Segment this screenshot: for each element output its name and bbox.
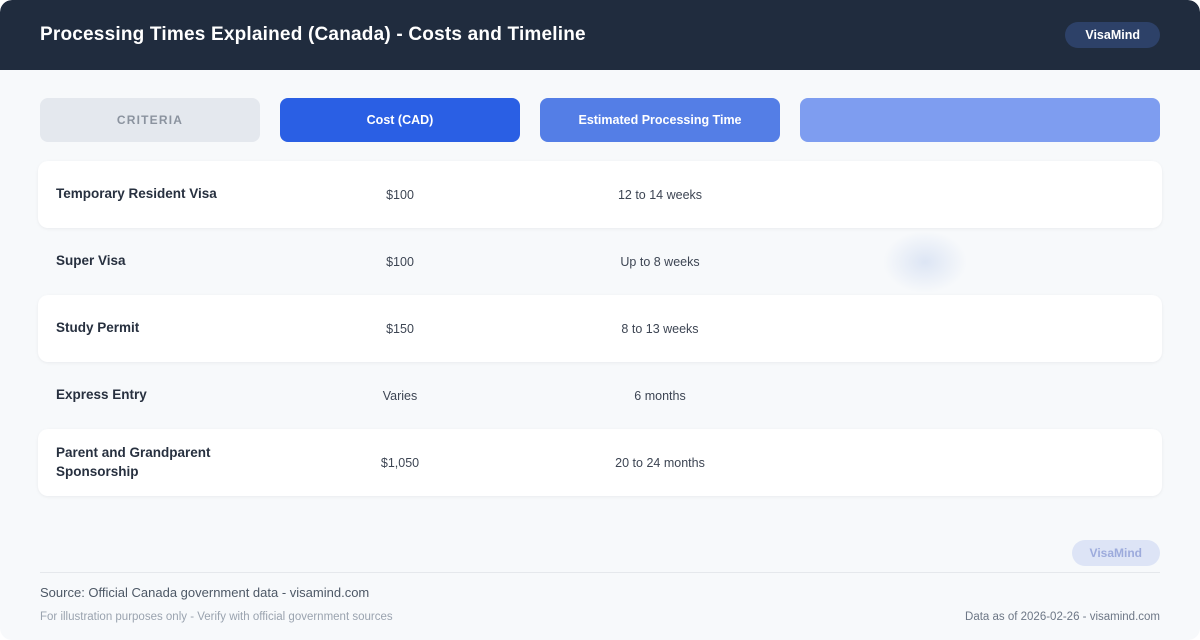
cost-cell: $100 (386, 254, 414, 269)
table-row: Parent and Grandparent Sponsorship $1,050… (38, 429, 1162, 496)
watermark-row: VisaMind (40, 540, 1160, 566)
time-cell: 8 to 13 weeks (621, 321, 699, 336)
criteria-cell: Parent and Grandparent Sponsorship (56, 445, 211, 479)
watermark-badge: VisaMind (1071, 540, 1160, 566)
time-cell: 6 months (634, 388, 686, 403)
footer: Source: Official Canada government data … (40, 572, 1160, 623)
time-cell: 12 to 14 weeks (617, 187, 703, 202)
criteria-cell: Express Entry (56, 387, 147, 403)
cost-cell: $1,050 (380, 455, 420, 470)
criteria-cell: Temporary Resident Visa (56, 186, 217, 202)
table-row: Temporary Resident Visa $100 12 to 14 week… (38, 161, 1162, 228)
column-header-cost-cad: Cost (CAD) (280, 98, 520, 142)
data-as-of-text: Data as of 2026-02-26 - visamind.com (965, 611, 1160, 623)
cost-cell: Varies (382, 388, 418, 403)
cost-cell: $150 (386, 321, 414, 336)
source-text: Source: Official Canada government data … (40, 585, 370, 600)
cost-cell: $100 (386, 187, 414, 202)
table-body: Temporary Resident Visa $100 12 to 14 week… (38, 161, 1162, 496)
header-bar: Processing Times Explained (Canada) - Co… (0, 0, 1200, 70)
time-cell: 20 to 24 months (615, 455, 705, 470)
table-row: Express Entry Varies 6 months (38, 362, 1162, 429)
brand-badge: VisaMind (1065, 21, 1160, 49)
disclaimer-text: For illustration purposes only - Verify … (40, 611, 393, 623)
column-header-estimated-processing-time: Estimated Processing Time (540, 98, 780, 142)
column-header-blank (800, 98, 1160, 142)
table-area: CRITERIA Cost (CAD) Estimated Processing T… (0, 98, 1200, 623)
decorative-circle (883, 231, 967, 293)
criteria-cell: Study Permit (56, 320, 140, 336)
time-cell: Up to 8 weeks (620, 254, 700, 269)
table-row: Super Visa $100 Up to 8 weeks (38, 228, 1162, 295)
page-title: Processing Times Explained (Canada) - Co… (40, 24, 586, 45)
criteria-cell: Super Visa (56, 253, 126, 269)
column-header-criteria: CRITERIA (40, 98, 260, 142)
table-row: Study Permit $150 8 to 13 weeks (38, 295, 1162, 362)
column-header-row: CRITERIA Cost (CAD) Estimated Processing T… (0, 98, 1200, 142)
